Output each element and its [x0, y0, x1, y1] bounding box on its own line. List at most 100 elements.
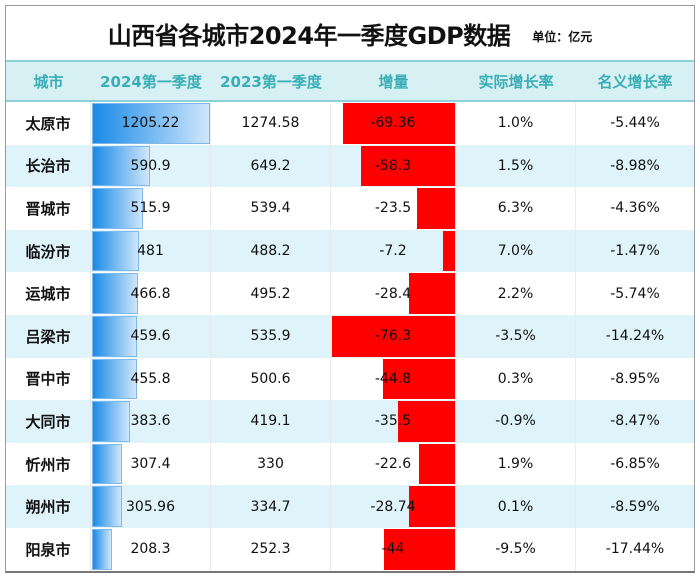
column-header: 增量 [378, 72, 409, 91]
city-cell: 晋中市 [6, 357, 91, 401]
table-header: 城市 2024第一季度 2023第一季度 增量 实际增长率 名义增长率 [6, 60, 694, 102]
cell-text: 运城市 [25, 285, 71, 304]
cell-text: 419.1 [250, 413, 291, 430]
cell-text: -8.95% [610, 370, 660, 387]
value-cell: -44.8 [331, 357, 456, 401]
value-cell: -35.5 [331, 400, 456, 443]
gdp-bar [92, 103, 210, 144]
increase-bar [418, 443, 455, 485]
value-cell: -4.36% [576, 187, 694, 230]
value-cell: 590.9 [91, 144, 211, 188]
cell-text: -3.5% [495, 328, 536, 345]
cell-text: -9.5% [495, 541, 536, 558]
cell-text: -58.3 [374, 157, 412, 174]
value-cell: 7.0% [456, 229, 576, 273]
value-cell: 0.1% [456, 485, 576, 528]
value-cell: -76.3 [331, 314, 456, 358]
city-cell: 太原市 [6, 102, 91, 145]
value-cell: 1.9% [456, 442, 576, 486]
cell-text: -22.6 [374, 456, 412, 473]
value-cell: 305.96 [91, 485, 211, 528]
table-row: 晋中市 455.8 500.6 -44.8 0.3% -8.95% [6, 357, 694, 401]
city-cell: 临汾市 [6, 229, 91, 273]
cell-text: -6.85% [610, 456, 660, 473]
value-cell: 481 [91, 229, 211, 273]
value-cell: -3.5% [456, 314, 576, 358]
value-cell: 539.4 [211, 187, 331, 230]
value-cell: 535.9 [211, 314, 331, 358]
increase-bar [443, 230, 455, 272]
increase-bar [382, 358, 455, 400]
cell-text: -23.5 [374, 200, 412, 217]
cell-text: -44.8 [374, 370, 412, 387]
table-row: 临汾市 481 488.2 -7.2 7.0% -1.47% [6, 229, 694, 273]
value-cell: 383.6 [91, 400, 211, 443]
cell-text: -4.36% [610, 200, 660, 217]
value-cell: -58.3 [331, 144, 456, 188]
cell-text: -8.59% [610, 498, 660, 515]
value-cell: 334.7 [211, 485, 331, 528]
column-header: 2024第一季度 [100, 72, 202, 91]
cell-text: 吕梁市 [25, 327, 71, 346]
value-cell: 455.8 [91, 357, 211, 401]
cell-text: -8.98% [610, 157, 660, 174]
cell-text: 临汾市 [25, 242, 71, 261]
cell-text: -28.4 [374, 285, 412, 302]
value-cell: 500.6 [211, 357, 331, 401]
value-cell: -8.95% [576, 358, 694, 401]
value-cell: -0.9% [456, 400, 576, 443]
cell-text: -8.47% [610, 413, 660, 430]
cell-text: 0.1% [497, 498, 534, 515]
cell-text: 太原市 [25, 114, 71, 133]
value-cell: -28.4 [331, 272, 456, 315]
value-cell: 649.2 [211, 144, 331, 188]
cell-text: 305.96 [126, 498, 175, 515]
gdp-bar [92, 401, 130, 442]
value-cell: -8.47% [576, 400, 694, 443]
value-cell: -5.74% [576, 272, 694, 315]
increase-bar [397, 401, 455, 442]
cell-text: -69.36 [370, 115, 416, 132]
increase-bar [417, 188, 455, 229]
increase-bar [409, 273, 455, 314]
value-cell: -8.98% [576, 145, 694, 188]
cell-text: -1.47% [610, 243, 660, 260]
city-cell: 运城市 [6, 272, 91, 315]
unit-label: 单位：亿元 [532, 29, 593, 44]
cell-text: 500.6 [250, 370, 291, 387]
value-cell: 0.3% [456, 357, 576, 401]
value-cell: -44 [331, 527, 456, 571]
cell-text: 488.2 [250, 243, 291, 260]
cell-text: -17.44% [605, 541, 665, 558]
value-cell: -28.74 [331, 485, 456, 528]
cell-text: 383.6 [130, 413, 171, 430]
table-row: 阳泉市 208.3 252.3 -44 -9.5% -17.44% [6, 527, 694, 571]
table-body: 太原市 1205.22 1274.58 -69.36 1.0% -5.44% 长治市 590.… [6, 102, 694, 571]
city-cell: 忻州市 [6, 442, 91, 486]
value-cell: -23.5 [331, 187, 456, 230]
cell-text: 330 [257, 456, 284, 473]
cell-text: -28.74 [370, 498, 416, 515]
table-row: 朔州市 305.96 334.7 -28.74 0.1% -8.59% [6, 485, 694, 528]
city-cell: 阳泉市 [6, 527, 91, 571]
cell-text: 6.3% [497, 200, 534, 217]
cell-text: 晋中市 [25, 370, 71, 389]
value-cell: 1.0% [456, 102, 576, 145]
cell-text: 1205.22 [121, 115, 180, 132]
value-cell: -17.44% [576, 528, 694, 571]
column-header: 名义增长率 [597, 72, 673, 91]
column-header: 城市 [33, 72, 64, 91]
value-cell: 1205.22 [91, 102, 211, 145]
cell-text: 307.4 [130, 456, 171, 473]
gdp-bar [92, 528, 113, 570]
cell-text: 1.5% [497, 157, 534, 174]
cell-text: 晋城市 [25, 199, 71, 218]
increase-bar [332, 315, 455, 357]
value-cell: -8.59% [576, 485, 694, 528]
column-header: 2023第一季度 [220, 72, 322, 91]
value-cell: 419.1 [211, 400, 331, 443]
cell-text: 朔州市 [25, 498, 71, 517]
gdp-bar [92, 443, 123, 485]
cell-text: -5.74% [610, 285, 660, 302]
gdp-bar [92, 273, 138, 314]
